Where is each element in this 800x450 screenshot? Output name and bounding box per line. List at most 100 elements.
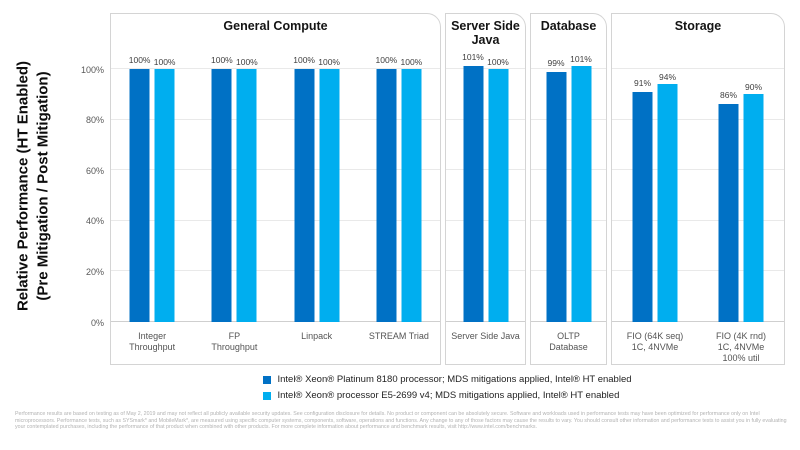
section-groups: 101% 100% Server Side Java bbox=[446, 14, 525, 364]
bar-wrap: 86% bbox=[718, 69, 739, 322]
bar-value-label: 94% bbox=[658, 72, 677, 83]
bar-series2 bbox=[236, 69, 257, 322]
category-label-line: Linpack bbox=[301, 331, 333, 341]
legend-label: Intel® Xeon® processor E5-2699 v4; MDS m… bbox=[277, 390, 620, 401]
category-label-line: 1C, 4NVMe bbox=[717, 342, 765, 352]
gridline-20 bbox=[612, 270, 784, 272]
category-label: STREAM Triad bbox=[346, 331, 452, 342]
bar-group-fio-64k-seq-1c-4nvme: 91% 94% FIO (64K seq) 1C, 4NVMe bbox=[612, 14, 698, 364]
section-title-general-compute: General Compute bbox=[223, 19, 328, 33]
gridline-20 bbox=[111, 270, 440, 272]
gridline-60 bbox=[446, 169, 525, 171]
bar-series2 bbox=[319, 69, 340, 322]
y-tick-label-20: 20% bbox=[85, 266, 104, 277]
gridline-40 bbox=[612, 219, 784, 221]
bar-group-server-side-java: 101% 100% Server Side Java bbox=[446, 14, 525, 364]
bar-pair: 91% 94% bbox=[632, 69, 678, 322]
bar-wrap: 100% bbox=[376, 55, 397, 322]
bar-value-label: 100% bbox=[375, 55, 398, 65]
bar-pair: 101% 100% bbox=[462, 52, 509, 322]
gridline-60 bbox=[612, 169, 784, 171]
bar-value-label: 100% bbox=[318, 57, 340, 67]
bar-value-label: 100% bbox=[293, 55, 315, 65]
section-groups: 91% 94% FIO (64K seq) 1C, 4NVMe 86% 90% FIO (4… bbox=[612, 14, 784, 364]
bar-series2 bbox=[743, 94, 764, 322]
bar-pair: 100% 100% bbox=[376, 55, 422, 322]
section-general-compute: General Compute 100% 100% Integer Throughput… bbox=[110, 13, 441, 365]
category-label: Linpack bbox=[264, 331, 370, 342]
baseline bbox=[446, 321, 525, 322]
gridline-40 bbox=[446, 219, 525, 221]
gridline-60 bbox=[111, 169, 440, 171]
bar-series2 bbox=[657, 84, 678, 322]
bar-wrap: 100% bbox=[129, 55, 151, 322]
y-axis: 0% 20% 40% 60% 80% 100% bbox=[0, 13, 104, 365]
gridline-100 bbox=[612, 68, 784, 69]
category-label-line: FIO (4K rnd) bbox=[715, 331, 766, 341]
bar-value-label: 101% bbox=[462, 52, 484, 63]
bar-series2 bbox=[488, 69, 508, 322]
gridline-60 bbox=[531, 169, 606, 171]
category-label: Server Side Java bbox=[434, 331, 537, 342]
disclaimer-text: Performance results are based on testing… bbox=[15, 411, 787, 431]
bar-series1 bbox=[376, 69, 397, 322]
bar-series1 bbox=[294, 69, 315, 322]
y-tick-label-100: 100% bbox=[80, 64, 104, 75]
bar-group-stream-triad: 100% 100% STREAM Triad bbox=[358, 14, 440, 364]
gridline-20 bbox=[446, 270, 525, 272]
gridline-20 bbox=[531, 270, 606, 272]
bar-pair: 99% 101% bbox=[546, 54, 592, 322]
legend: Intel® Xeon® Platinum 8180 processor; MD… bbox=[110, 374, 785, 406]
gridline-40 bbox=[531, 219, 606, 221]
category-label-line: Database bbox=[549, 342, 588, 352]
bar-wrap: 100% bbox=[154, 57, 176, 322]
legend-label: Intel® Xeon® Platinum 8180 processor; MD… bbox=[277, 374, 632, 385]
bar-value-label: 100% bbox=[153, 57, 176, 67]
plot-area: General Compute 100% 100% Integer Throughput… bbox=[110, 13, 785, 365]
bar-value-label: 100% bbox=[400, 57, 423, 67]
baseline bbox=[111, 321, 440, 322]
category-label-line: 100% util bbox=[722, 353, 760, 363]
bar-group-integer-throughput: 100% 100% Integer Throughput bbox=[111, 14, 193, 364]
bar-series2 bbox=[571, 66, 591, 322]
legend-item-1: Intel® Xeon® Platinum 8180 processor; MD… bbox=[263, 374, 632, 385]
legend-swatch-icon bbox=[263, 391, 272, 400]
bar-value-label: 86% bbox=[719, 90, 738, 101]
bar-value-label: 100% bbox=[211, 55, 233, 65]
category-label: FIO (4K rnd) 1C, 4NVMe 100% util bbox=[686, 331, 796, 364]
bar-series1 bbox=[211, 69, 232, 322]
bar-wrap: 100% bbox=[293, 55, 315, 322]
category-label: FIO (64K seq) 1C, 4NVMe bbox=[600, 331, 710, 353]
y-tick-label-40: 40% bbox=[85, 216, 104, 227]
bar-wrap: 101% bbox=[570, 54, 592, 322]
y-tick-label-60: 60% bbox=[85, 165, 104, 176]
gridline-100 bbox=[531, 68, 606, 69]
bar-series1 bbox=[546, 71, 566, 322]
section-groups: 100% 100% Integer Throughput 100% 100% FP Throu… bbox=[111, 14, 440, 364]
bar-wrap: 100% bbox=[211, 55, 233, 322]
bar-wrap: 100% bbox=[318, 57, 340, 322]
bar-value-label: 101% bbox=[570, 54, 592, 65]
bar-value-label: 91% bbox=[633, 77, 652, 88]
y-tick-label-80: 80% bbox=[85, 115, 104, 126]
category-label-line: Throughput bbox=[129, 342, 176, 352]
section-storage: Storage 91% 94% FIO (64K seq) 1C, 4NVMe 86% 90… bbox=[611, 13, 785, 365]
gridline-100 bbox=[111, 68, 440, 69]
bar-group-fio-4k-rnd-1c-4nvme-100-util: 86% 90% FIO (4K rnd) 1C, 4NVMe 100% util bbox=[698, 14, 784, 364]
legend-block: Intel® Xeon® Platinum 8180 processor; MD… bbox=[263, 374, 632, 406]
baseline bbox=[531, 321, 606, 322]
bar-series1 bbox=[463, 66, 483, 322]
bar-value-label: 99% bbox=[547, 57, 565, 68]
category-label-line: Integer bbox=[138, 331, 167, 341]
gridline-100 bbox=[446, 68, 525, 69]
legend-item-2: Intel® Xeon® processor E5-2699 v4; MDS m… bbox=[263, 390, 631, 401]
bar-wrap: 90% bbox=[743, 69, 764, 322]
bar-value-label: 100% bbox=[128, 55, 151, 65]
bar-value-label: 90% bbox=[744, 82, 763, 93]
bar-wrap: 100% bbox=[236, 57, 258, 322]
category-label: Integer Throughput bbox=[99, 331, 205, 353]
section-title-storage: Storage bbox=[674, 19, 722, 33]
bar-series2 bbox=[401, 69, 422, 322]
baseline bbox=[612, 321, 784, 322]
bar-pair: 100% 100% bbox=[293, 55, 340, 322]
